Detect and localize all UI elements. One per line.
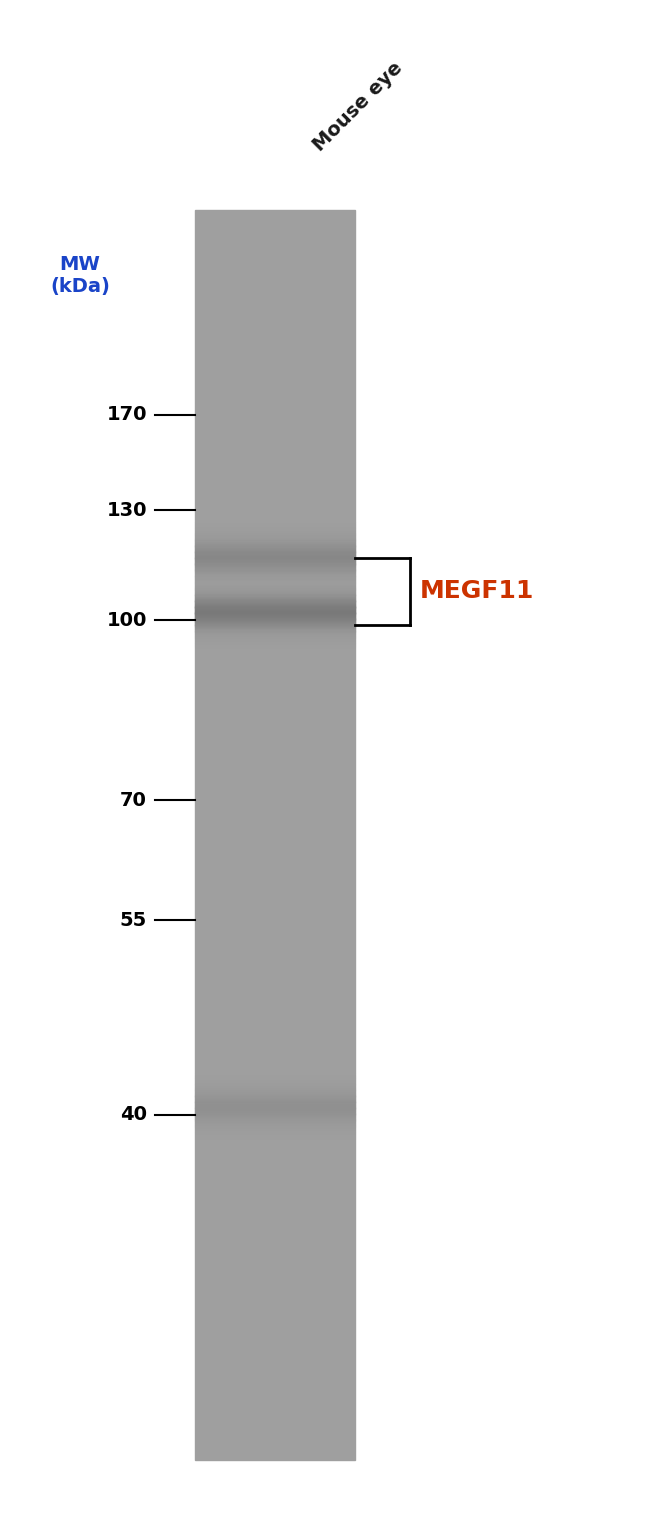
Bar [195, 210, 355, 1459]
Text: Mouse eye: Mouse eye [310, 58, 407, 154]
Text: MW
(kDa): MW (kDa) [50, 254, 110, 297]
Text: 70: 70 [120, 790, 147, 810]
Text: 170: 170 [107, 406, 147, 424]
Text: MEGF11: MEGF11 [420, 578, 534, 603]
Text: 100: 100 [107, 610, 147, 630]
Text: 130: 130 [107, 501, 147, 519]
Text: 40: 40 [120, 1105, 147, 1125]
Text: 55: 55 [120, 910, 147, 930]
